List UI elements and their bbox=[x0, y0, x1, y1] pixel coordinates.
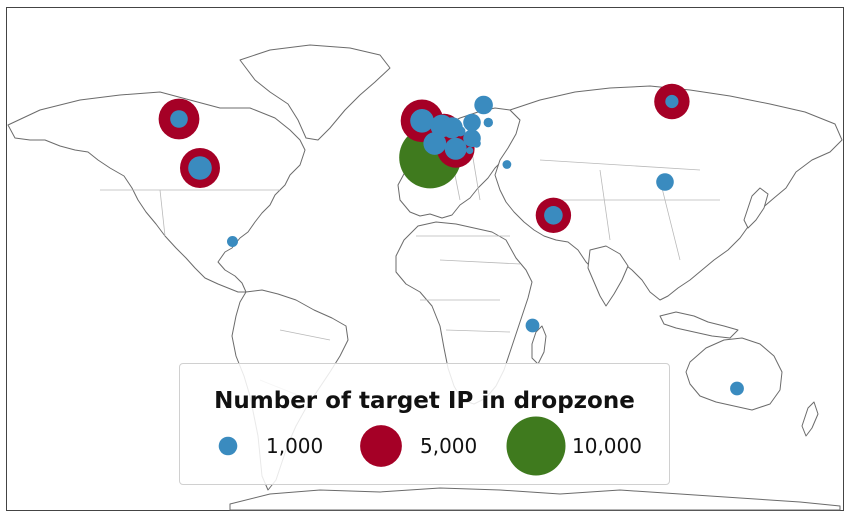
dropzone-marker bbox=[170, 110, 188, 128]
dropzone-marker bbox=[410, 109, 434, 133]
legend-swatch-small bbox=[218, 436, 238, 456]
madagascar-landmass bbox=[531, 325, 547, 365]
legend-label-small: 1,000 bbox=[266, 434, 324, 458]
legend-label-medium: 5,000 bbox=[420, 434, 478, 458]
legend-title: Number of target IP in dropzone bbox=[214, 388, 635, 414]
dropzone-marker bbox=[730, 381, 744, 396]
dropzone-marker bbox=[188, 156, 212, 180]
japan-landmass bbox=[743, 187, 769, 229]
dropzone-marker bbox=[444, 137, 467, 160]
dropzone-marker bbox=[227, 236, 238, 247]
dropzone-marker bbox=[525, 318, 540, 333]
legend-swatch-medium bbox=[360, 425, 402, 467]
legend: Number of target IP in dropzone 1,000 5,… bbox=[179, 363, 670, 485]
dropzone-marker bbox=[472, 139, 481, 148]
dropzone-marker bbox=[665, 94, 679, 109]
dropzone-marker bbox=[423, 132, 447, 155]
antarctica-landmass bbox=[229, 487, 841, 511]
dropzone-marker bbox=[455, 126, 466, 137]
dropzone-marker bbox=[502, 160, 512, 169]
dropzone-marker bbox=[483, 117, 493, 128]
dropzone-markers bbox=[158, 83, 744, 396]
dropzone-marker bbox=[544, 206, 563, 225]
asia-landmass bbox=[494, 85, 843, 301]
dropzone-marker bbox=[474, 95, 493, 115]
greenland-landmass bbox=[239, 44, 391, 141]
dropzone-marker bbox=[466, 146, 474, 155]
legend-swatch-large bbox=[506, 416, 566, 476]
legend-label-large: 10,000 bbox=[572, 434, 642, 458]
dropzone-marker bbox=[463, 113, 481, 132]
india-landmass bbox=[587, 245, 629, 307]
australia-landmass bbox=[685, 337, 783, 411]
indonesia-landmass bbox=[659, 311, 739, 339]
legend-swatches bbox=[218, 416, 566, 476]
dropzone-marker bbox=[656, 173, 674, 191]
new-zealand-landmass bbox=[801, 401, 819, 437]
